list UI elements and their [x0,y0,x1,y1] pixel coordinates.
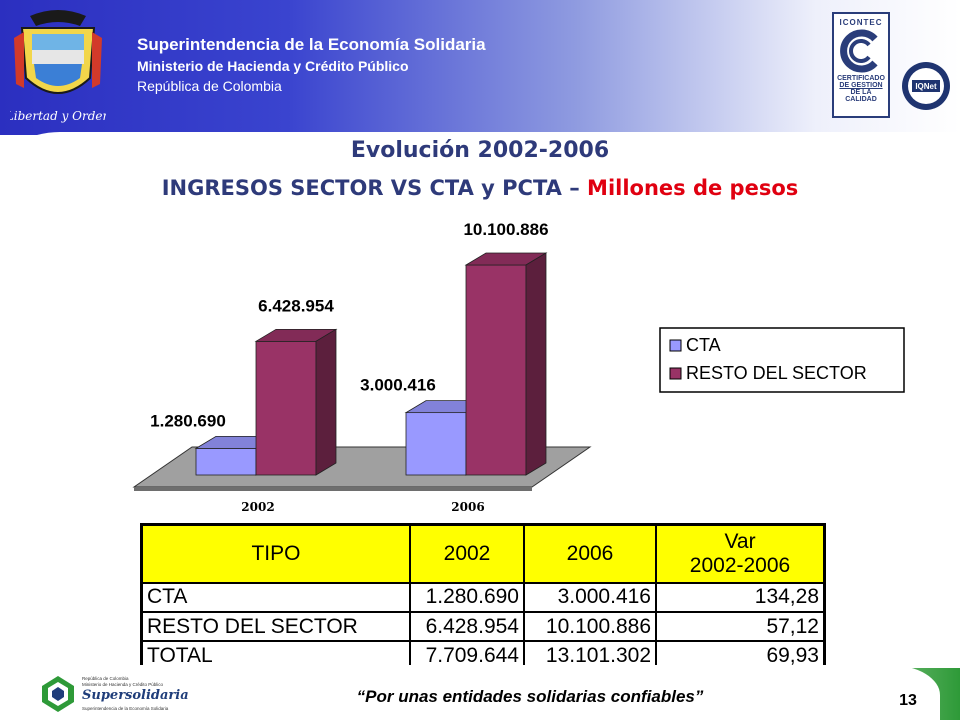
logo-small-line-1: República de Colombia [82,676,129,681]
data-label-resto-del-sector-2006: 10.100.886 [463,220,548,239]
iqnet-certification-icon: IQNet [902,62,950,110]
org-name: Superintendencia de la Economía Solidari… [137,35,486,54]
row-label: CTA [140,581,411,613]
cert-line-3: DE LA CALIDAD [845,89,877,103]
footer-white-area [0,665,940,725]
ministry-name: Ministerio de Hacienda y Crédito Público [137,58,409,74]
page-number: 13 [899,692,917,709]
colombia-crest-icon: Libertad y Orden [10,10,106,123]
logo-name: Supersolidaria [82,688,189,703]
icontec-c-icon [840,29,878,73]
supersolidaria-logo: República de Colombia Ministerio de Haci… [40,672,220,716]
legend-label-resto-del-sector: RESTO DEL SECTOR [686,363,867,383]
page-subtitle: INGRESOS SECTOR VS CTA y PCTA – Millones… [0,176,960,200]
header-2002: 2002 [409,523,525,584]
supersolidaria-emblem-icon [42,676,74,712]
organization-block: Superintendencia de la Economía Solidari… [137,34,486,96]
row-2002: 6.428.954 [409,610,525,643]
bar-cta-2006 [405,412,467,476]
header-band [0,0,960,135]
bar-side-resto-del-sector-2006 [525,252,547,476]
legend-swatch-resto-del-sector [669,367,682,380]
row-2006: 10.100.886 [523,610,657,643]
slogan: “Por unas entidades solidarias confiable… [356,687,704,706]
bar-resto-del-sector-2002 [255,340,317,476]
header-var-line1: Var [724,529,756,553]
row-var: 57,12 [655,610,826,643]
bar-cta-2002 [195,447,257,476]
data-label-cta-2002: 1.280.690 [150,411,226,430]
iqnet-label: IQNet [915,82,937,91]
table-row: CTA 1.280.690 3.000.416 134,28 [140,581,826,613]
table-row: RESTO DEL SECTOR 6.428.954 10.100.886 57… [140,610,826,643]
header-curve [0,132,960,172]
bar-chart: 1.280.690 6.428.954 2002 3.000.416 10.100.88… [132,220,905,514]
bar-side-resto-del-sector-2002 [315,328,337,476]
icontec-certification-logo: ICONTEC CERTIFICADO DE GESTION DE LA CAL… [832,12,890,118]
header-var: Var 2002-2006 [655,523,826,584]
logo-small-line-2: Ministerio de Hacienda y Crédito Público [82,682,164,687]
data-label-cta-2006: 3.000.416 [360,376,436,395]
legend-swatch-cta [669,339,682,352]
x-tick-label-2002: 2002 [241,500,274,514]
data-label-resto-del-sector-2002: 6.428.954 [258,296,334,315]
page-title: Evolución 2002-2006 [350,138,610,163]
crest-motto: Libertad y Orden [10,109,106,123]
logo-small-line-3: Superintendencia de la Economía Solidari… [82,706,169,711]
row-var: 134,28 [655,581,826,613]
cert-line-2: DE GESTION [839,82,883,89]
subtitle-highlight: Millones de pesos [587,176,799,200]
header-tipo: TIPO [140,523,411,584]
x-tick-label-2006: 2006 [451,500,484,514]
row-2002: 1.280.690 [409,581,525,613]
icontec-label: ICONTEC [839,18,883,27]
data-table: TIPO 2002 2006 Var 2002-2006 CTA 1.280.6… [140,523,826,673]
legend-label-cta: CTA [686,335,721,355]
country-name: República de Colombia [137,78,282,94]
subtitle-prefix: INGRESOS SECTOR VS CTA y PCTA – [161,176,588,200]
row-2006: 3.000.416 [523,581,657,613]
legend-box [659,327,905,393]
table-header-row: TIPO 2002 2006 Var 2002-2006 [140,523,826,584]
cert-line-1: CERTIFICADO [837,75,885,82]
header-var-line2: 2002-2006 [689,553,791,577]
bar-resto-del-sector-2006 [465,264,527,476]
row-label: RESTO DEL SECTOR [140,610,411,643]
header-2006: 2006 [523,523,657,584]
chart-floor-edge [134,487,532,491]
